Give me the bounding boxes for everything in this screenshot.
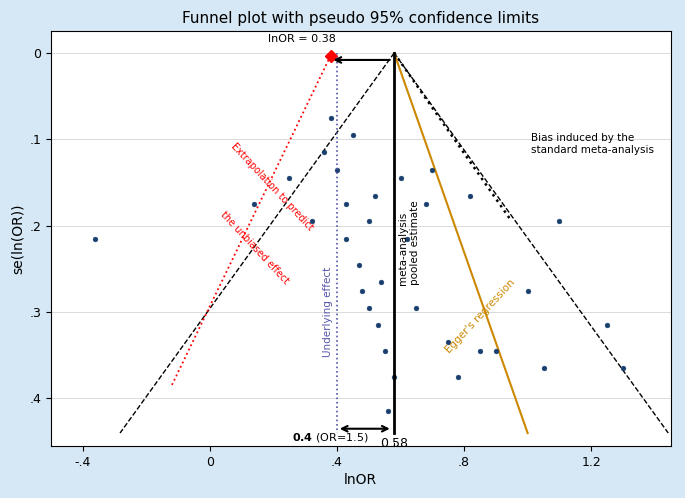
Y-axis label: se(ln(OR)): se(ln(OR)) <box>11 204 25 274</box>
X-axis label: lnOR: lnOR <box>345 473 377 487</box>
Text: Egger's regression: Egger's regression <box>443 278 516 355</box>
Text: Extrapolation to predict: Extrapolation to predict <box>229 141 315 233</box>
Text: lnOR = 0.38: lnOR = 0.38 <box>268 34 336 44</box>
Text: Bias induced by the
standard meta-analysis: Bias induced by the standard meta-analys… <box>531 133 653 154</box>
Text: Underlying effect: Underlying effect <box>323 267 333 357</box>
Text: $\mathbf{0.4}$ (OR=1.5): $\mathbf{0.4}$ (OR=1.5) <box>292 431 369 444</box>
Text: the unbiased effect: the unbiased effect <box>219 209 290 285</box>
Text: meta-analysis
pooled estimate: meta-analysis pooled estimate <box>398 201 420 285</box>
Text: 0.58: 0.58 <box>380 437 408 450</box>
Title: Funnel plot with pseudo 95% confidence limits: Funnel plot with pseudo 95% confidence l… <box>182 11 539 26</box>
